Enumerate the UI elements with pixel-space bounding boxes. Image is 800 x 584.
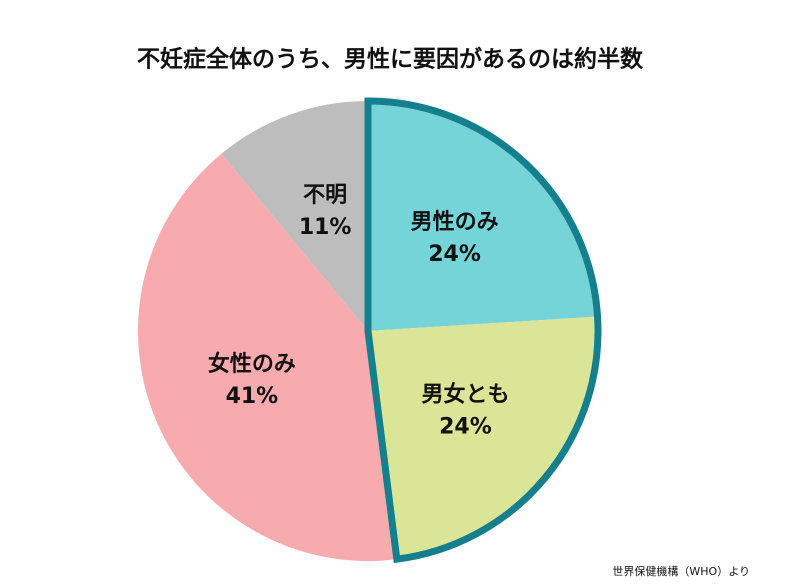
value-label: 24% — [439, 415, 492, 440]
slice-label: 女性のみ — [208, 351, 296, 377]
highlight-outline — [364, 97, 602, 564]
value-label: 11% — [299, 215, 352, 240]
slice-label: 不明 — [303, 183, 347, 208]
slice-label: 男女とも — [421, 382, 509, 408]
slice-label: 男性のみ — [411, 210, 499, 235]
pie-slice — [368, 316, 598, 560]
pie-slice — [138, 153, 397, 561]
value-label: 24% — [428, 242, 481, 267]
source-note: 世界保健機構（WHO）より — [612, 564, 750, 578]
value-label: 41% — [226, 384, 279, 409]
pie-slice — [221, 101, 368, 331]
chart-title: 不妊症全体のうち、男性に要因があるのは約半数 — [137, 46, 644, 73]
pie-slice — [368, 101, 598, 331]
